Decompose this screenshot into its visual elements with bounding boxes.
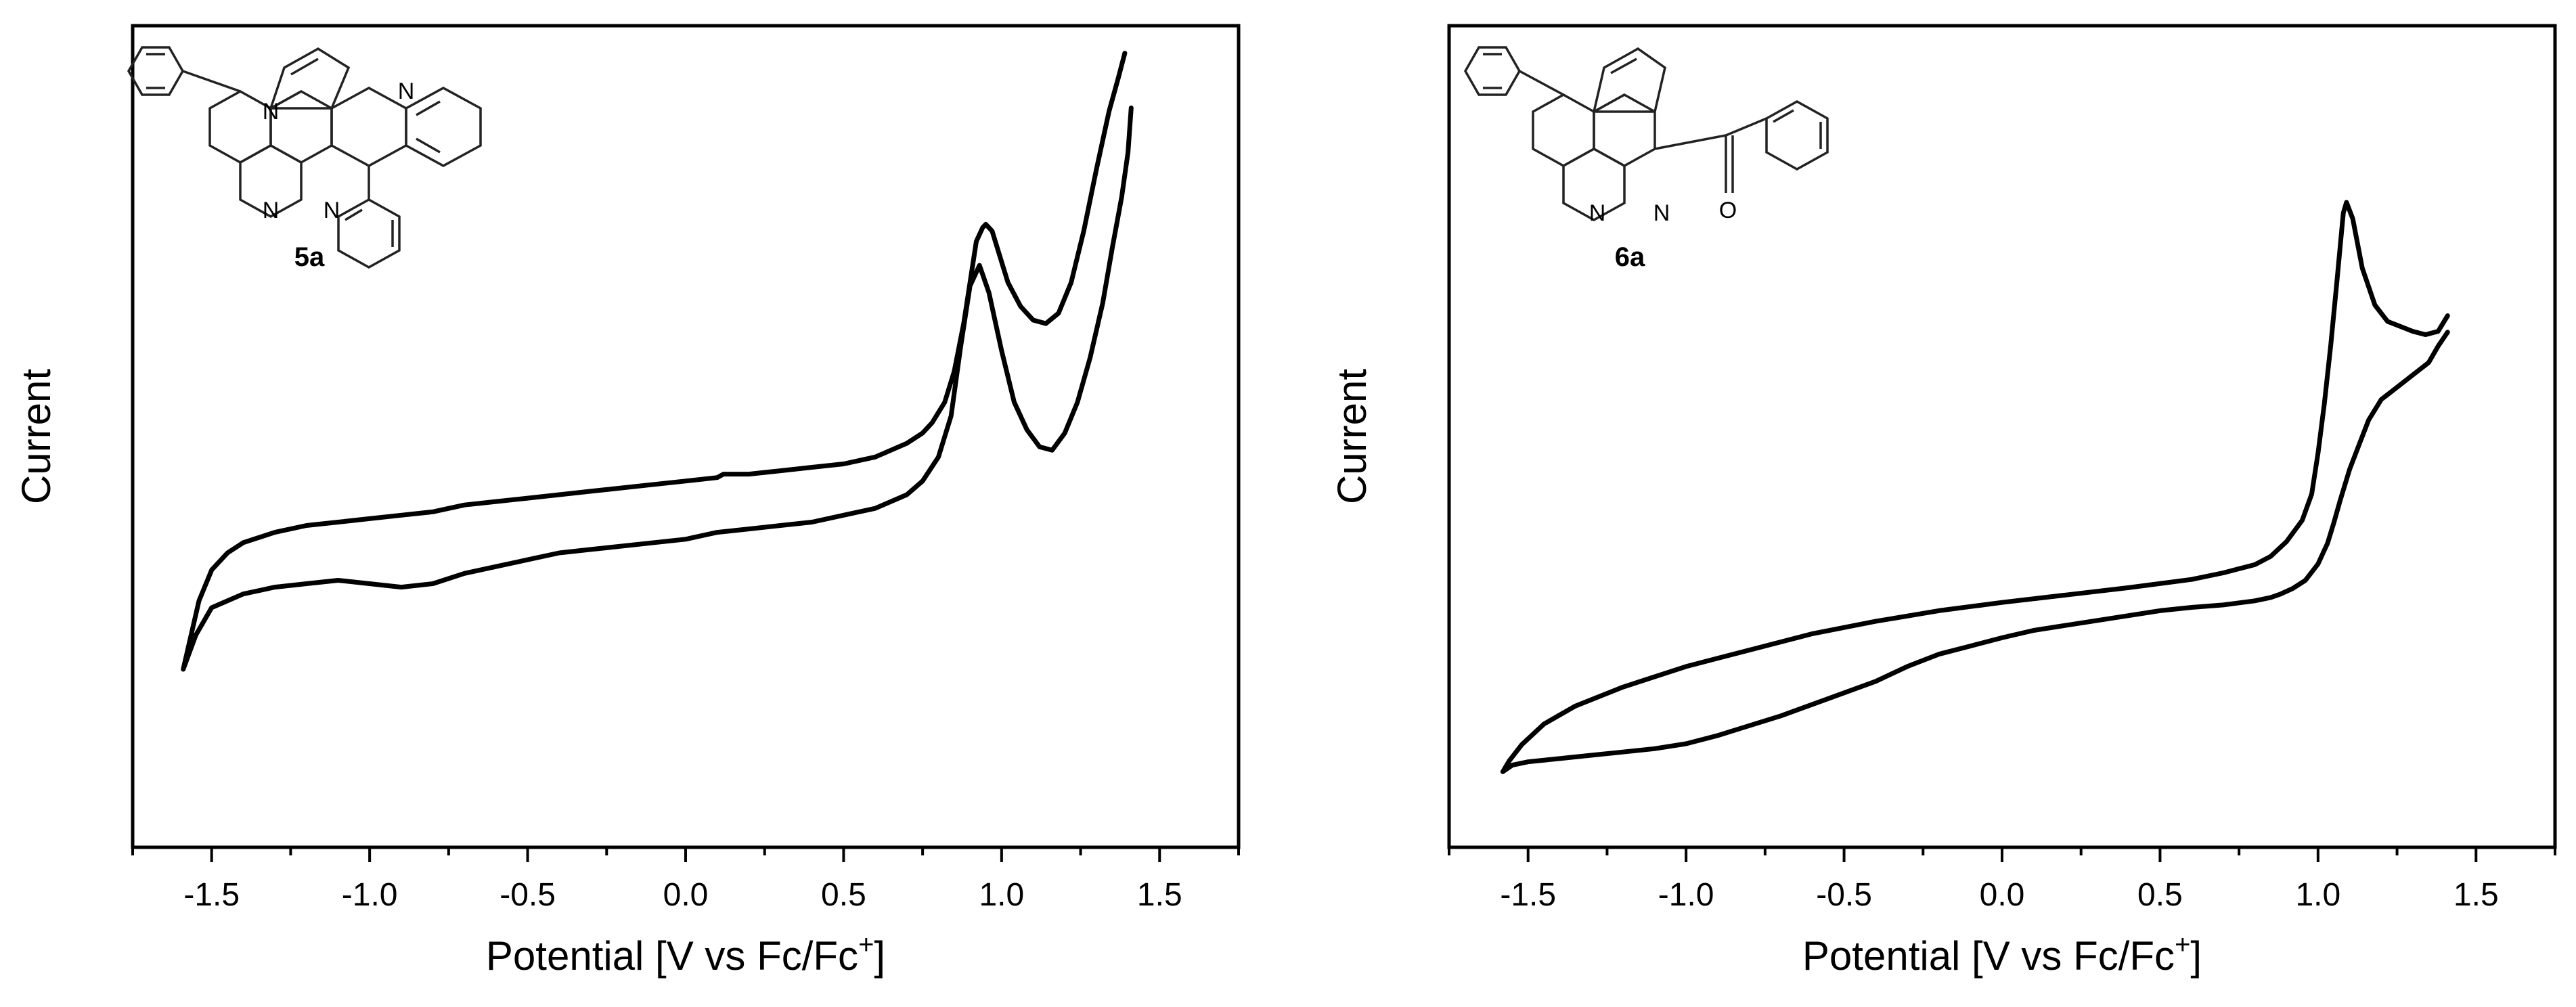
x-tick-label: 1.5: [2453, 877, 2499, 913]
x-axis-ticks: [131, 847, 1240, 862]
x-tick-label: 1.0: [979, 877, 1024, 913]
x-axis-tick-labels: -1.5 -1.0 -0.5 0.0 0.5 1.0 1.5: [183, 877, 1182, 913]
x-axis-tick-labels: -1.5 -1.0 -0.5 0.0 0.5 1.0 1.5: [1500, 877, 2498, 913]
molecule-structure-6a: [1463, 46, 1829, 222]
x-tick-label: 0.0: [1980, 877, 2025, 913]
x-tick-label: -0.5: [1816, 877, 1872, 913]
x-tick-label: 1.0: [2295, 877, 2340, 913]
molecule-atom-labels-5a: N N N N: [263, 79, 415, 223]
svg-text:N: N: [1589, 200, 1606, 226]
x-tick-label: 0.5: [2137, 877, 2183, 913]
x-tick-label: -1.0: [1658, 877, 1714, 913]
compound-label: 6a: [1615, 242, 1645, 272]
y-axis-label: Current: [1329, 369, 1375, 504]
x-axis-ticks: [1448, 847, 2556, 862]
x-axis-label: Potential [V vs Fc/Fc+]: [486, 930, 885, 979]
x-tick-label: -0.5: [499, 877, 556, 913]
svg-text:N: N: [263, 198, 280, 223]
x-tick-label: -1.0: [342, 877, 398, 913]
svg-text:N: N: [324, 198, 340, 223]
plot-frame: [131, 24, 1241, 849]
x-tick-label: 0.0: [663, 877, 709, 913]
svg-text:N: N: [398, 79, 415, 104]
chart-panel-5a: -1.5 -1.0 -0.5 0.0 0.5 1.0 1.5 Current Potenti…: [14, 24, 1241, 979]
x-tick-label: 0.5: [821, 877, 866, 913]
x-axis-label: Potential [V vs Fc/Fc+]: [1802, 930, 2202, 979]
x-tick-label: -1.5: [183, 877, 240, 913]
cv-trace-6a: [1500, 200, 2450, 774]
x-tick-label: -1.5: [1500, 877, 1556, 913]
svg-text:N: N: [263, 99, 280, 125]
svg-text:N: N: [1653, 200, 1670, 226]
x-tick-label: 1.5: [1137, 877, 1182, 913]
molecule-atom-labels-6a: N N O: [1589, 198, 1737, 226]
chart-panel-6a: -1.5 -1.0 -0.5 0.0 0.5 1.0 1.5 Current Potenti…: [1329, 24, 2557, 979]
svg-text:O: O: [1719, 198, 1737, 223]
compound-label: 5a: [294, 242, 325, 272]
cv-trace-5a: [181, 51, 1134, 672]
plot-frame: [1447, 24, 2557, 849]
y-axis-label: Current: [14, 369, 59, 504]
molecule-structure-5a: [127, 46, 482, 269]
